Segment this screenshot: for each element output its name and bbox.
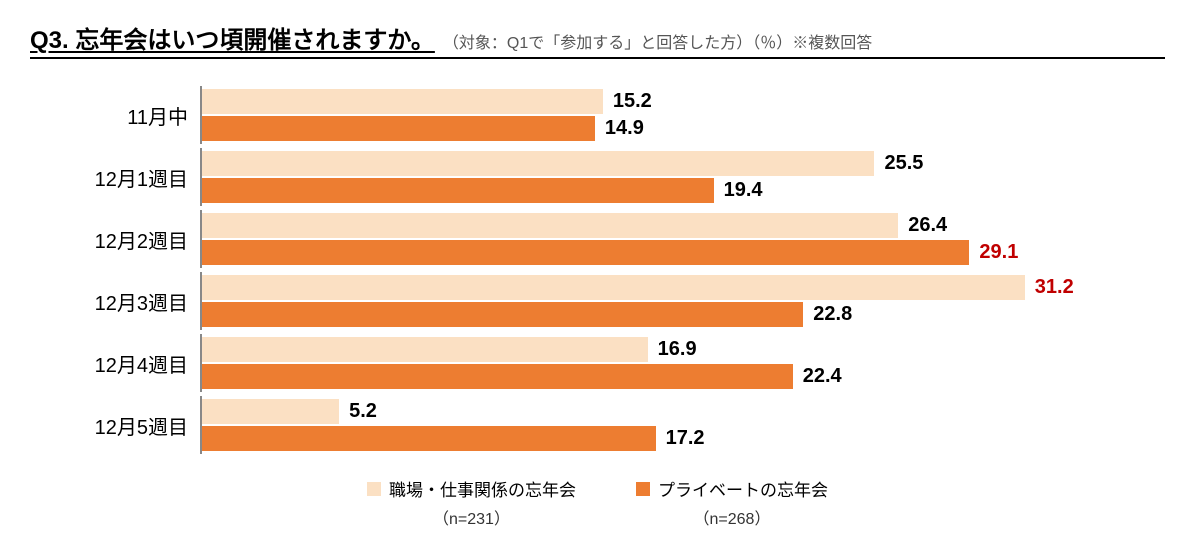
category-label: 12月2週目 <box>70 225 200 254</box>
legend-swatch-private <box>636 482 650 496</box>
bar-private <box>202 426 656 451</box>
value-label: 22.8 <box>803 303 852 326</box>
category-label: 12月5週目 <box>70 411 200 440</box>
legend-item-work: 職場・仕事関係の忘年会 （n=231） <box>367 476 576 529</box>
bar-row: 22.8 <box>202 302 1125 327</box>
value-label: 22.4 <box>793 365 842 388</box>
bar-row: 14.9 <box>202 116 1125 141</box>
bar-private <box>202 240 969 265</box>
bar-row: 5.2 <box>202 399 1125 424</box>
bar-work <box>202 337 648 362</box>
category-label: 12月3週目 <box>70 287 200 316</box>
chart-row: 11月中 15.2 14.9 <box>70 84 1125 146</box>
value-label: 31.2 <box>1025 276 1074 299</box>
category-label: 12月1週目 <box>70 163 200 192</box>
bar-work <box>202 399 339 424</box>
value-label: 19.4 <box>714 179 763 202</box>
bars-col: 15.2 14.9 <box>200 86 1125 144</box>
bars-col: 31.2 22.8 <box>200 272 1125 330</box>
chart-title-row: Q3. 忘年会はいつ頃開催されますか。 （対象：Q1で「参加する」と回答した方）… <box>30 20 1165 59</box>
bar-row: 25.5 <box>202 151 1125 176</box>
legend-n-work: （n=231） <box>433 505 510 529</box>
value-label: 26.4 <box>898 214 947 237</box>
bar-row: 17.2 <box>202 426 1125 451</box>
bar-chart: 11月中 15.2 14.9 12月1週目 25.5 19.4 12月2週目 26.4 29.1… <box>70 84 1125 456</box>
chart-row: 12月5週目 5.2 17.2 <box>70 394 1125 456</box>
bar-work <box>202 151 874 176</box>
bar-row: 31.2 <box>202 275 1125 300</box>
bar-row: 22.4 <box>202 364 1125 389</box>
chart-title-sub: （対象：Q1で「参加する」と回答した方）（％）※複数回答 <box>443 29 872 53</box>
category-label: 11月中 <box>70 101 200 130</box>
bar-private <box>202 364 793 389</box>
bar-work <box>202 89 603 114</box>
bar-work <box>202 275 1025 300</box>
value-label: 5.2 <box>339 400 377 423</box>
chart-row: 12月3週目 31.2 22.8 <box>70 270 1125 332</box>
value-label: 17.2 <box>656 427 705 450</box>
value-label: 14.9 <box>595 117 644 140</box>
bar-row: 29.1 <box>202 240 1125 265</box>
chart-legend: 職場・仕事関係の忘年会 （n=231） プライベートの忘年会 （n=268） <box>30 476 1165 529</box>
bar-row: 16.9 <box>202 337 1125 362</box>
bars-col: 16.9 22.4 <box>200 334 1125 392</box>
value-label: 16.9 <box>648 338 697 361</box>
bar-row: 26.4 <box>202 213 1125 238</box>
legend-label-private: プライベートの忘年会 <box>658 476 828 501</box>
bars-col: 5.2 17.2 <box>200 396 1125 454</box>
chart-row: 12月4週目 16.9 22.4 <box>70 332 1125 394</box>
legend-swatch-work <box>367 482 381 496</box>
bar-row: 19.4 <box>202 178 1125 203</box>
legend-item-private: プライベートの忘年会 （n=268） <box>636 476 828 529</box>
bars-col: 25.5 19.4 <box>200 148 1125 206</box>
bar-work <box>202 213 898 238</box>
bar-private <box>202 116 595 141</box>
legend-n-private: （n=268） <box>694 505 771 529</box>
bars-col: 26.4 29.1 <box>200 210 1125 268</box>
value-label: 15.2 <box>603 90 652 113</box>
value-label: 25.5 <box>874 152 923 175</box>
value-label: 29.1 <box>969 241 1018 264</box>
legend-label-work: 職場・仕事関係の忘年会 <box>389 476 576 501</box>
chart-row: 12月1週目 25.5 19.4 <box>70 146 1125 208</box>
category-label: 12月4週目 <box>70 349 200 378</box>
bar-private <box>202 302 803 327</box>
bar-private <box>202 178 714 203</box>
chart-row: 12月2週目 26.4 29.1 <box>70 208 1125 270</box>
chart-title-main: Q3. 忘年会はいつ頃開催されますか。 <box>30 20 435 55</box>
bar-row: 15.2 <box>202 89 1125 114</box>
